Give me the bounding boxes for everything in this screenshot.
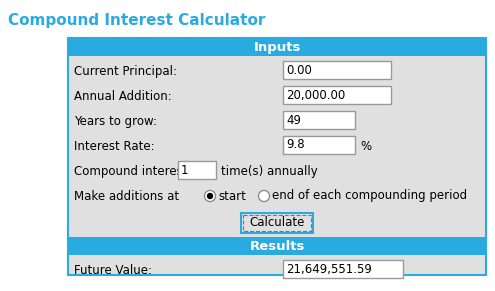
Text: $: $ — [335, 90, 343, 102]
Text: 20,000.00: 20,000.00 — [286, 88, 345, 102]
FancyBboxPatch shape — [283, 136, 355, 154]
Circle shape — [260, 192, 268, 200]
Circle shape — [207, 194, 212, 198]
Text: 0.00: 0.00 — [286, 63, 312, 77]
FancyBboxPatch shape — [283, 61, 391, 79]
FancyBboxPatch shape — [283, 86, 391, 104]
Text: Compound interest: Compound interest — [74, 164, 188, 178]
Text: Results: Results — [249, 239, 305, 253]
Text: Annual Addition:: Annual Addition: — [74, 90, 172, 102]
Circle shape — [206, 192, 214, 200]
Text: Make additions at: Make additions at — [74, 189, 179, 203]
Text: time(s) annually: time(s) annually — [221, 164, 318, 178]
Text: 9.8: 9.8 — [286, 139, 304, 152]
Text: 49: 49 — [286, 113, 301, 127]
Text: %: % — [360, 139, 371, 152]
Text: Future Value:: Future Value: — [74, 263, 152, 276]
Text: 1: 1 — [181, 164, 189, 177]
Circle shape — [258, 191, 269, 201]
Text: $: $ — [335, 263, 343, 276]
FancyBboxPatch shape — [241, 213, 313, 233]
Text: Inputs: Inputs — [253, 40, 300, 54]
Text: Calculate: Calculate — [249, 217, 305, 230]
Text: 21,649,551.59: 21,649,551.59 — [286, 262, 372, 276]
Text: Current Principal:: Current Principal: — [74, 65, 177, 77]
FancyBboxPatch shape — [68, 38, 486, 275]
Text: Interest Rate:: Interest Rate: — [74, 139, 154, 152]
FancyBboxPatch shape — [283, 260, 403, 278]
Circle shape — [204, 191, 215, 201]
FancyBboxPatch shape — [68, 237, 486, 255]
FancyBboxPatch shape — [68, 38, 486, 56]
Text: $: $ — [335, 65, 343, 77]
FancyBboxPatch shape — [178, 161, 216, 179]
FancyBboxPatch shape — [283, 111, 355, 129]
Text: end of each compounding period: end of each compounding period — [272, 189, 467, 203]
Text: Compound Interest Calculator: Compound Interest Calculator — [8, 13, 265, 28]
Text: Years to grow:: Years to grow: — [74, 114, 157, 127]
Text: start: start — [218, 189, 246, 203]
